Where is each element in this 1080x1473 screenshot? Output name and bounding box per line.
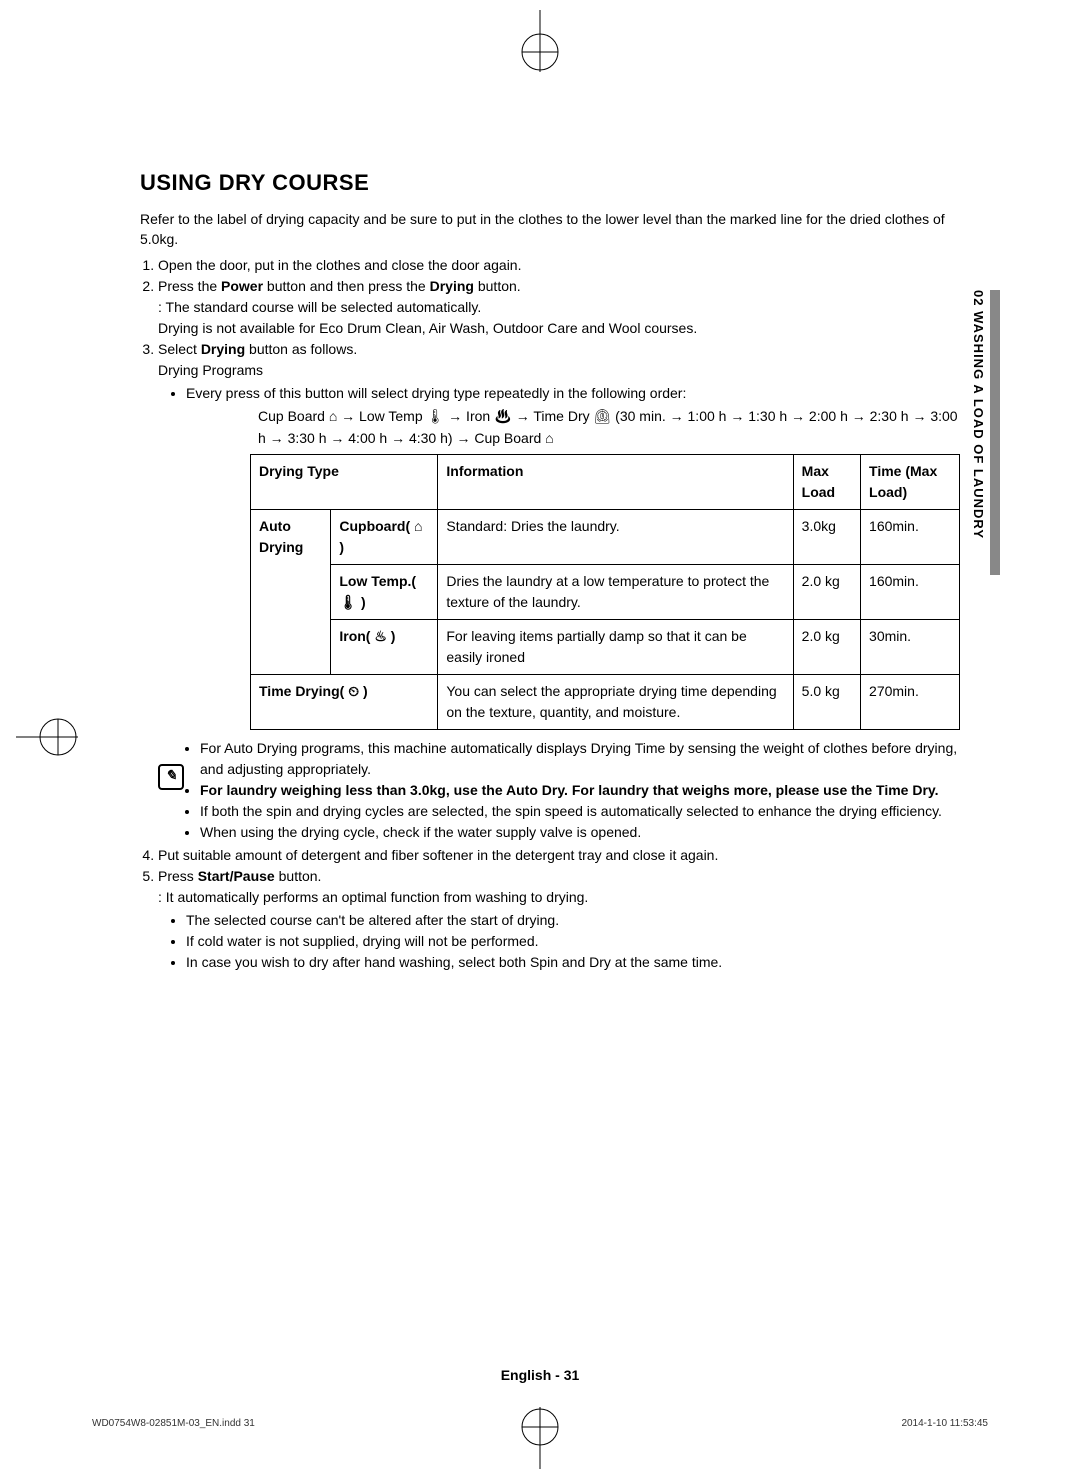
th-information: Information [438,454,793,509]
section-title: USING DRY COURSE [140,170,960,196]
step-5-bullet-2: If cold water is not supplied, drying wi… [186,931,960,952]
step-5-bullet-3: In case you wish to dry after hand washi… [186,952,960,973]
th-time: Time (Max Load) [861,454,960,509]
note-icon: ✎ [158,764,184,790]
step-2: Press the Power button and then press th… [158,276,960,339]
drying-sequence: Cup Board ⌂ → Low Temp 🌡 → Iron ♨ → Time… [258,406,960,449]
step-4: Put suitable amount of detergent and fib… [158,845,960,866]
step-5: Press Start/Pause button. : It automatic… [158,866,960,973]
drying-table: Drying Type Information Max Load Time (M… [250,454,960,730]
footer-file: WD0754W8-02851M-03_EN.indd 31 [92,1418,255,1429]
section-intro: Refer to the label of drying capacity an… [140,210,960,249]
note-4: When using the drying cycle, check if th… [200,822,960,843]
row-time-drying: Time Drying( ⏲ ) [251,674,438,729]
th-drying-type: Drying Type [251,454,438,509]
note-3: If both the spin and drying cycles are s… [200,801,960,822]
row-auto-drying: Auto Drying [251,509,331,674]
step-3: Select Drying button as follows. Drying … [158,339,960,844]
step-1: Open the door, put in the clothes and cl… [158,255,960,276]
note-2: For laundry weighing less than 3.0kg, us… [200,780,960,801]
step-3-bullet-order: Every press of this button will select d… [186,383,960,404]
page-footer: English - 31 [0,1367,1080,1383]
note-1: For Auto Drying programs, this machine a… [200,738,960,780]
footer-timestamp: 2014-1-10 11:53:45 [901,1418,988,1429]
crop-mark-bottom [500,1389,580,1469]
th-max-load: Max Load [793,454,860,509]
step-5-bullet-1: The selected course can't be altered aft… [186,910,960,931]
